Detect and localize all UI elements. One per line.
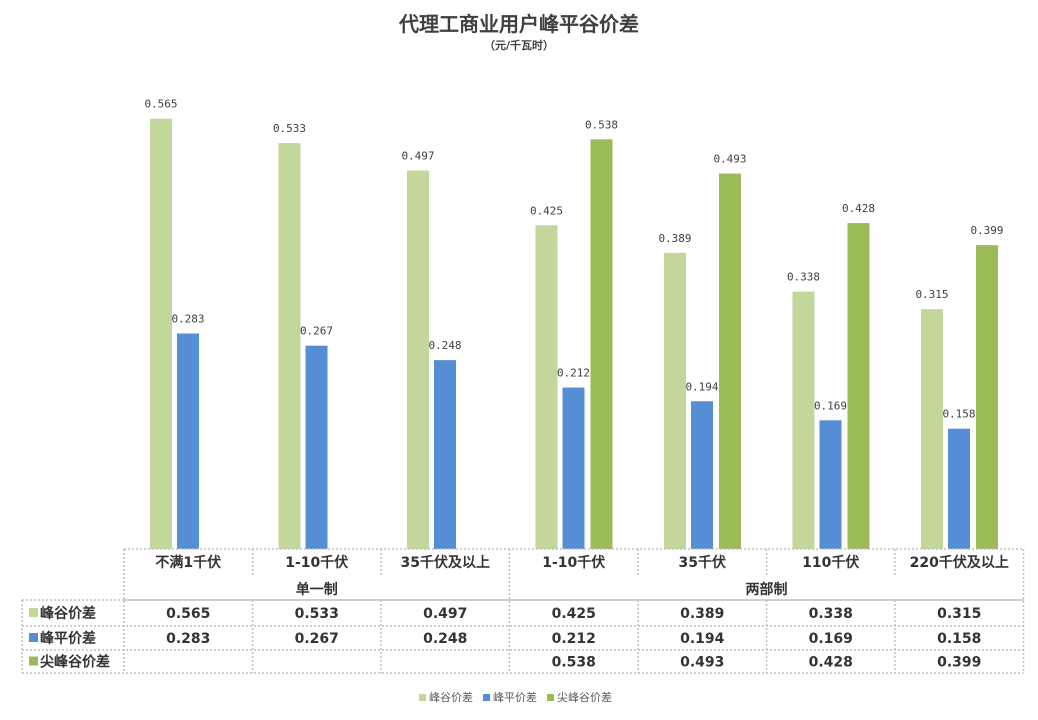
bar-2-1 <box>177 333 199 549</box>
bar-1-6 <box>792 291 815 549</box>
table-cell: 0.169 <box>809 631 853 647</box>
table-cell: 0.389 <box>680 606 724 622</box>
data-label: 0.533 <box>273 122 306 135</box>
table-cell: 0.533 <box>295 606 339 622</box>
table-row-label: 峰谷价差 <box>40 605 96 622</box>
chart-title: 代理工商业用户峰平谷价差 <box>399 12 639 36</box>
table-row-label: 峰平价差 <box>40 630 96 647</box>
bar-2-2 <box>305 345 328 549</box>
bar-2-3 <box>434 360 456 549</box>
data-label: 0.399 <box>970 224 1003 237</box>
table-row-label: 尖峰谷价差 <box>40 654 110 671</box>
data-label: 0.158 <box>942 408 975 421</box>
chart-subtitle: （元/千瓦时） <box>483 39 555 52</box>
bar-2-4 <box>562 387 585 549</box>
data-label: 0.338 <box>787 271 820 284</box>
legend-item: 峰谷价差 <box>429 690 473 704</box>
bar-3-4 <box>590 139 613 549</box>
table-cell: 0.538 <box>552 655 596 671</box>
bar-1-3 <box>407 170 429 549</box>
legend-key-1 <box>29 608 38 617</box>
data-label: 0.212 <box>557 367 590 380</box>
data-label: 0.248 <box>428 339 461 352</box>
bar-2-7 <box>948 428 970 549</box>
bar-1-5 <box>664 252 686 549</box>
category-label: 220千伏及以上 <box>910 554 1009 571</box>
data-label: 0.428 <box>842 202 875 215</box>
data-label: 0.169 <box>814 399 847 412</box>
category-label: 1-10千伏 <box>285 554 348 571</box>
category-label: 35千伏及以上 <box>401 554 490 571</box>
data-label: 0.267 <box>300 325 333 338</box>
bar-3-5 <box>719 173 741 549</box>
table-cell: 0.565 <box>166 606 210 622</box>
bar-1-7 <box>921 309 943 549</box>
data-label: 0.565 <box>144 98 177 111</box>
bar-1-1 <box>150 118 172 550</box>
table-cell: 0.158 <box>937 631 981 647</box>
table-cell: 0.399 <box>937 655 981 671</box>
bar-2-6 <box>819 420 842 549</box>
table-cell: 0.267 <box>295 631 339 647</box>
category-label: 不满1千伏 <box>155 554 221 571</box>
table-cell: 0.425 <box>552 606 596 622</box>
table-cell: 0.338 <box>809 606 853 622</box>
bar-1-2 <box>278 143 301 550</box>
group-label: 单一制 <box>296 581 338 598</box>
legend-item: 尖峰谷价差 <box>557 690 612 704</box>
table-cell: 0.315 <box>937 606 981 622</box>
table-cell: 0.493 <box>680 655 724 671</box>
table-cell: 0.497 <box>423 606 467 622</box>
legend-key-2 <box>29 633 38 642</box>
legend-item: 峰平价差 <box>493 690 537 704</box>
table-cell: 0.283 <box>166 631 210 647</box>
data-label: 0.315 <box>915 288 948 301</box>
category-label: 1-10千伏 <box>542 554 605 571</box>
data-label: 0.493 <box>713 153 746 166</box>
legend-swatch <box>419 694 426 701</box>
table-cell: 0.212 <box>552 631 596 647</box>
category-label: 110千伏 <box>802 554 859 571</box>
legend-swatch <box>547 694 554 701</box>
group-label: 两部制 <box>746 581 788 598</box>
table-cell: 0.428 <box>809 655 853 671</box>
bar-3-7 <box>976 245 998 549</box>
table-cell: 0.248 <box>423 631 467 647</box>
data-label: 0.497 <box>401 150 434 163</box>
data-label: 0.194 <box>685 380 718 393</box>
table-cell: 0.194 <box>680 631 725 647</box>
bar-3-6 <box>847 223 870 549</box>
data-label: 0.425 <box>530 204 563 217</box>
data-label: 0.389 <box>658 232 691 245</box>
legend-swatch <box>483 694 490 701</box>
data-label: 0.283 <box>171 312 204 325</box>
bar-1-4 <box>535 225 558 550</box>
category-label: 35千伏 <box>679 554 726 571</box>
bar-2-5 <box>691 401 713 549</box>
data-label: 0.538 <box>585 118 618 131</box>
legend-key-3 <box>29 656 38 666</box>
